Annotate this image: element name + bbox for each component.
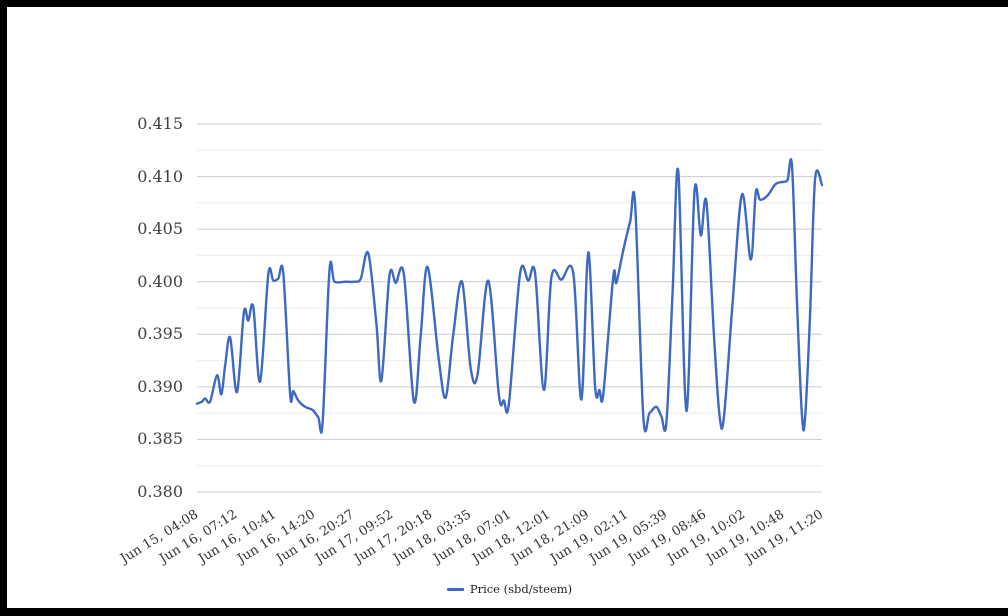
- y-axis-tick-label: 0.400: [137, 271, 183, 291]
- frame-border-left: [0, 0, 7, 616]
- y-axis-tick-label: 0.405: [137, 219, 183, 239]
- frame-border-top: [0, 0, 1008, 7]
- y-axis-tick-label: 0.395: [137, 324, 183, 344]
- legend-label: Price (sbd/steem): [469, 582, 573, 596]
- y-axis-tick-label: 0.390: [137, 376, 183, 396]
- legend-line-swatch-icon: [446, 587, 464, 591]
- y-axis-tick-label: 0.385: [137, 429, 183, 449]
- y-axis-tick-label: 0.415: [137, 114, 183, 133]
- y-axis-tick-label: 0.380: [137, 482, 183, 501]
- y-axis-tick-label: 0.410: [137, 166, 183, 186]
- legend: Price (sbd/steem): [197, 581, 822, 597]
- frame-border-bottom: [0, 608, 1008, 616]
- gridlines: [197, 123, 822, 493]
- price-line-series: [195, 158, 824, 434]
